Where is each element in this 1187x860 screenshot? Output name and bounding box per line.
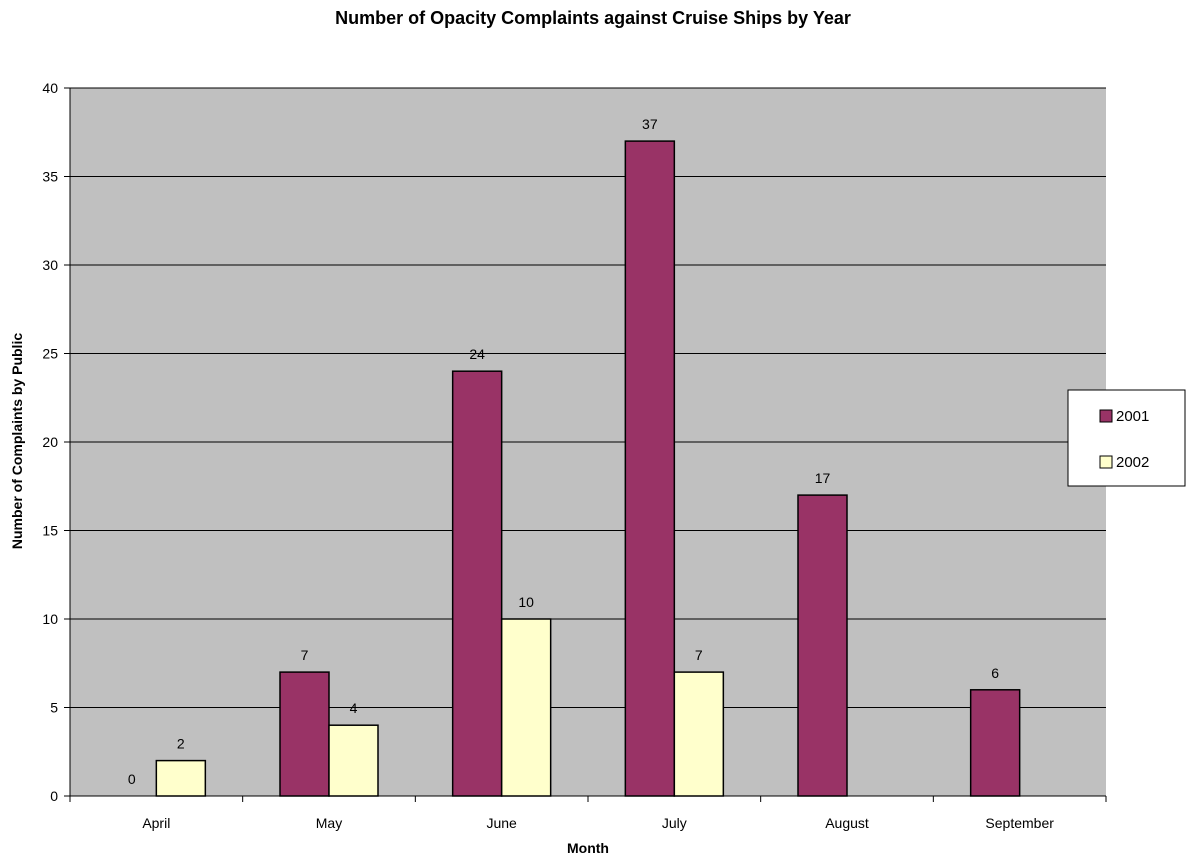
bar-2002-june <box>500 618 552 797</box>
legend-box <box>1067 389 1186 487</box>
y-tick-label: 40 <box>42 80 58 96</box>
y-tick-label: 15 <box>42 523 58 539</box>
data-label: 17 <box>815 470 831 486</box>
y-axis-title: Number of Complaints by Public <box>9 333 25 549</box>
x-tick-label: June <box>486 815 517 831</box>
x-axis-title: Month <box>567 840 609 856</box>
data-label: 24 <box>469 346 485 362</box>
legend-swatch-2002 <box>1099 455 1113 469</box>
y-tick-label: 30 <box>42 257 58 273</box>
bar-2002-april <box>155 759 207 797</box>
bar-2001-may <box>279 671 330 797</box>
gridlines <box>70 87 1106 708</box>
x-tick-label: May <box>316 815 342 831</box>
bar-2001-july <box>624 140 676 797</box>
x-tick-label: July <box>662 815 687 831</box>
x-tick-label: September <box>985 815 1054 831</box>
bar-2001-june <box>451 370 503 797</box>
x-tick-label: April <box>142 815 170 831</box>
chart-title: Number of Opacity Complaints against Cru… <box>335 8 851 28</box>
data-label: 10 <box>518 594 534 610</box>
x-tick-label: August <box>825 815 869 831</box>
bar-2001-september <box>969 689 1021 797</box>
bar-2002-may <box>328 724 379 797</box>
data-label: 7 <box>301 647 309 663</box>
y-tick-label: 25 <box>42 346 58 362</box>
legend-label-2001: 2001 <box>1116 408 1149 425</box>
data-label: 7 <box>695 647 703 663</box>
data-label: 2 <box>177 736 185 752</box>
data-label: 4 <box>350 700 358 716</box>
legend: 2001 2002 <box>1067 389 1186 487</box>
legend-label-2002: 2002 <box>1116 454 1149 471</box>
y-tick-label: 10 <box>42 611 58 627</box>
data-label: 37 <box>642 116 658 132</box>
data-label: 6 <box>991 665 999 681</box>
bars <box>155 140 1021 797</box>
data-label: 0 <box>128 771 136 787</box>
bar-2001-august <box>797 494 848 797</box>
bar-2002-july <box>673 671 725 797</box>
y-tick-label: 5 <box>50 700 58 716</box>
legend-swatch-2001 <box>1099 409 1113 423</box>
y-tick-label: 20 <box>42 434 58 450</box>
y-tick-label: 35 <box>42 169 58 185</box>
y-tick-label: 0 <box>50 788 58 804</box>
